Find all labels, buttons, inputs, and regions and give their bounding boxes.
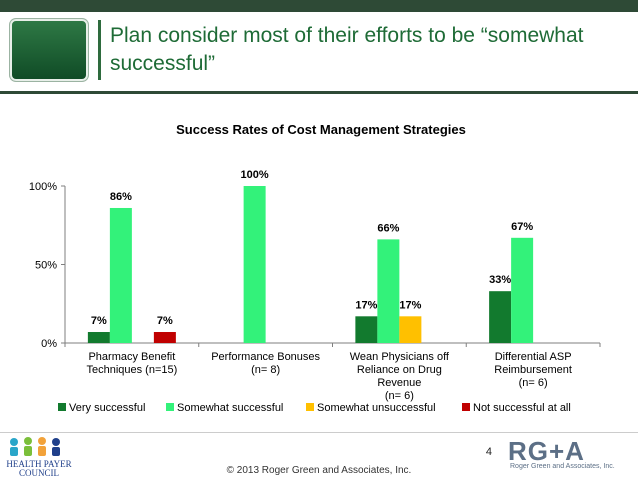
legend-label: Very successful [69,402,145,414]
category-label-line: Techniques (n=15) [86,364,177,376]
legend-swatch [462,403,470,411]
footer-rule [0,432,638,433]
bar-chart: Success Rates of Cost Management Strateg… [29,122,601,414]
data-label: 7% [157,315,173,327]
data-label: 86% [110,191,132,203]
header-logo-box [10,19,88,81]
category-label-line: Revenue [377,377,421,389]
header-rule [98,20,101,80]
legend-item: Somewhat unsuccessful [306,402,436,414]
category-label-line: Performance Bonuses [211,351,320,363]
bar [511,237,534,343]
y-tick-label: 0% [41,338,57,350]
category-label-line: Pharmacy Benefit [88,351,175,363]
category-label-line: Wean Physicians off [350,351,450,363]
health-payer-council-logo [10,437,60,456]
slide-title: Plan consider most of their efforts to b… [110,24,584,75]
legend: Very successful Somewhat successful Somewh… [58,402,571,414]
legend-label: Not successful at all [473,402,571,414]
legend-item: Not successful at all [462,402,571,414]
category-label-line: (n= 6) [519,377,548,389]
category-label: Pharmacy Benefit Techniques (n=15) [86,351,177,376]
bar [109,207,132,343]
category-label-line: Differential ASP [495,351,572,363]
legend-label: Somewhat successful [177,402,283,414]
data-label: 17% [355,299,377,311]
bar [399,316,422,343]
bar [489,291,512,343]
plot-area: 0% 50% 100% 7% 17% 33% 86% 100% 66% 67% 17% 7% Pharm… [29,169,601,402]
legend-swatch [58,403,66,411]
y-tick-label: 50% [35,260,57,272]
legend-label: Somewhat unsuccessful [317,402,436,414]
category-label-line: Reliance on Drug [357,364,442,376]
category-label: Performance Bonuses (n= 8) [211,351,320,376]
bar [87,332,110,343]
rga-logo-subtitle: Roger Green and Associates, Inc. [510,463,615,470]
health-payer-council-text: HEALTH PAYER COUNCIL [6,459,72,478]
legend-item: Somewhat successful [166,402,283,414]
slide-header [0,12,638,92]
category-label-line: (n= 6) [385,390,414,402]
chart-title: Success Rates of Cost Management Strateg… [176,122,466,137]
data-label: 17% [399,299,421,311]
bar [377,239,400,343]
legend-swatch [306,403,314,411]
category-label: Differential ASP Reimbursement (n= 6) [494,351,572,389]
data-label: 100% [241,169,269,181]
data-label: 33% [489,274,511,286]
top-band [0,0,638,12]
bar [153,332,176,343]
legend-swatch [166,403,174,411]
people-icon [10,437,60,456]
header-separator [0,91,638,94]
bar [243,186,266,343]
page-number: 4 [485,446,492,458]
category-label-line: (n= 8) [251,364,280,376]
y-tick-label: 100% [29,181,57,193]
data-label: 66% [377,222,399,234]
data-label: 7% [91,315,107,327]
category-label: Wean Physicians off Reliance on Drug Reven… [350,351,450,402]
category-label-line: Reimbursement [494,364,572,376]
legend-item: Very successful [58,402,145,414]
copyright: © 2013 Roger Green and Associates, Inc. [226,465,412,476]
rga-logo-text: RG+A [508,436,585,466]
data-label: 67% [511,221,533,233]
bar [355,316,378,343]
